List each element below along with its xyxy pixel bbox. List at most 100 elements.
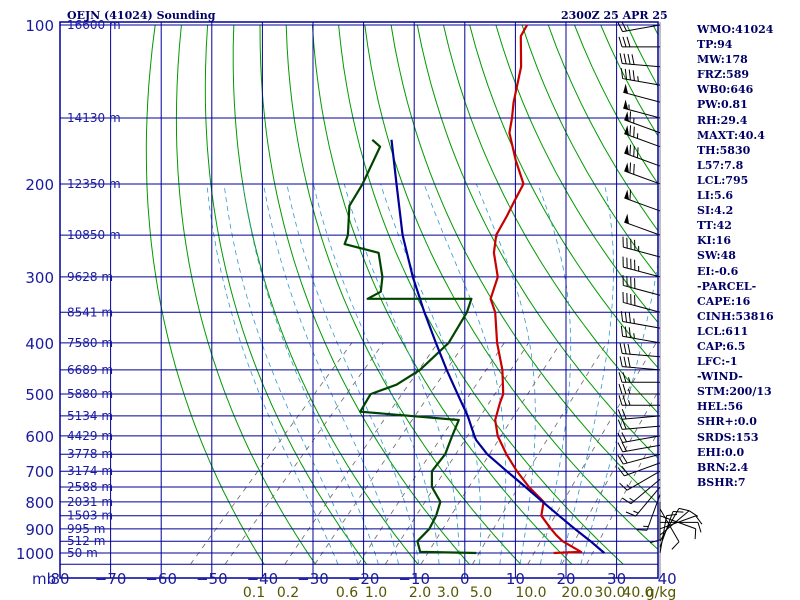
index-item: FRZ:589 [697, 68, 750, 82]
barb-flag [688, 510, 699, 517]
barb-shaft [624, 221, 661, 236]
mixing-ratio-label: 20.0 [561, 585, 592, 600]
height-label: 1503 m [67, 509, 113, 523]
index-item: PW:0.81 [697, 98, 748, 112]
barb-flag [619, 53, 623, 64]
barb-flag [617, 409, 623, 420]
mixing-ratio-line [224, 342, 384, 565]
barb-shaft [622, 435, 661, 443]
mixing-ratio-label: 5.0 [470, 585, 492, 600]
barb-flag [618, 395, 623, 406]
barb-flag [622, 383, 627, 395]
moist-adiabat [560, 183, 614, 565]
wind-barb [619, 343, 661, 358]
index-item: MW:178 [697, 53, 748, 67]
barb-shaft [624, 133, 661, 148]
barb-flag [623, 356, 627, 368]
barb-shaft [622, 444, 661, 453]
wind-barb [619, 356, 661, 371]
pressure-tick-label: 300 [25, 269, 54, 287]
barb-flag [621, 419, 627, 430]
dry-adiabat [495, 24, 658, 324]
index-item: KI:16 [697, 234, 732, 248]
barb-shaft [623, 246, 661, 258]
barb-flag [621, 21, 627, 32]
wind-barbs [617, 21, 703, 578]
barb-half-flag [629, 497, 635, 502]
dewpoint-trace [343, 138, 477, 555]
barb-shaft [626, 470, 661, 491]
index-item: BSHR:7 [697, 475, 746, 489]
barb-half-flag [628, 377, 631, 383]
barb-pennant [624, 125, 629, 136]
barb-flag [624, 326, 628, 338]
barb-shaft [659, 508, 680, 543]
index-item: CAPE:16 [697, 294, 751, 308]
barb-flag [622, 395, 627, 406]
wind-barb [624, 189, 661, 212]
barb-shaft [623, 266, 661, 278]
barb-half-flag [637, 76, 639, 82]
temperature-trace [489, 24, 583, 555]
barb-shaft [659, 510, 690, 536]
barb-shaft [635, 486, 661, 517]
barb-shaft [624, 119, 661, 134]
moist-adiabat [263, 183, 399, 565]
barb-flag [627, 53, 631, 65]
index-item: BRN:2.4 [697, 460, 749, 474]
index-item: CINH:53816 [697, 309, 774, 323]
wind-barb [617, 462, 661, 477]
wind-barb [624, 111, 661, 134]
index-item: TP:94 [697, 38, 733, 52]
barb-pennant [624, 189, 629, 200]
barb-shaft [624, 197, 661, 212]
moist-adiabat [343, 183, 460, 565]
barb-shaft [622, 320, 661, 329]
barb-flag [627, 356, 631, 368]
dry-adiabat [259, 24, 470, 565]
temperature-tick-label: −20 [348, 570, 380, 588]
wind-barb [624, 144, 661, 167]
barb-shaft [623, 453, 661, 465]
wind-barb [622, 274, 661, 296]
dry-adiabat [311, 24, 573, 565]
wind-barb [624, 213, 661, 236]
index-item: RH:29.4 [697, 113, 748, 127]
mixing-ratio-label: 1.0 [365, 585, 387, 600]
barb-shaft [623, 91, 661, 103]
barb-flag [620, 68, 624, 79]
dry-adiabat [285, 24, 521, 565]
barb-flag [629, 162, 632, 174]
mixing-ratio-label: g/kg [646, 585, 677, 600]
wind-barb [619, 470, 661, 491]
dry-adiabat [232, 24, 419, 565]
mixing-ratio-line [314, 342, 466, 565]
barb-shaft [624, 462, 661, 477]
dry-adiabat [521, 24, 658, 278]
index-item: SRDS:153 [697, 430, 759, 444]
wind-barb [625, 486, 661, 517]
barb-shaft [624, 170, 661, 185]
barb-flag [671, 541, 680, 550]
dry-adiabat [175, 24, 316, 565]
grid-lines [60, 22, 658, 578]
index-item: -WIND- [697, 370, 743, 384]
temperature-tick-label: 80 [50, 570, 69, 588]
barb-shaft [623, 301, 661, 313]
dry-adiabat [204, 24, 368, 565]
barb-flag [636, 529, 648, 531]
barb-flag [617, 442, 624, 453]
index-item: LI:5.6 [697, 189, 734, 203]
barb-half-flag [633, 318, 635, 324]
barb-pennant [624, 144, 629, 155]
barb-flag [627, 343, 631, 355]
wind-barb [620, 311, 661, 329]
chart-title: OEJN (41024) Sounding [67, 9, 216, 22]
height-label: 8541 m [67, 305, 113, 319]
height-label: 995 m [67, 522, 105, 536]
barb-flag [626, 36, 631, 47]
wind-barb [618, 383, 660, 395]
wind-barb [623, 83, 661, 103]
wind-barb [617, 21, 661, 33]
